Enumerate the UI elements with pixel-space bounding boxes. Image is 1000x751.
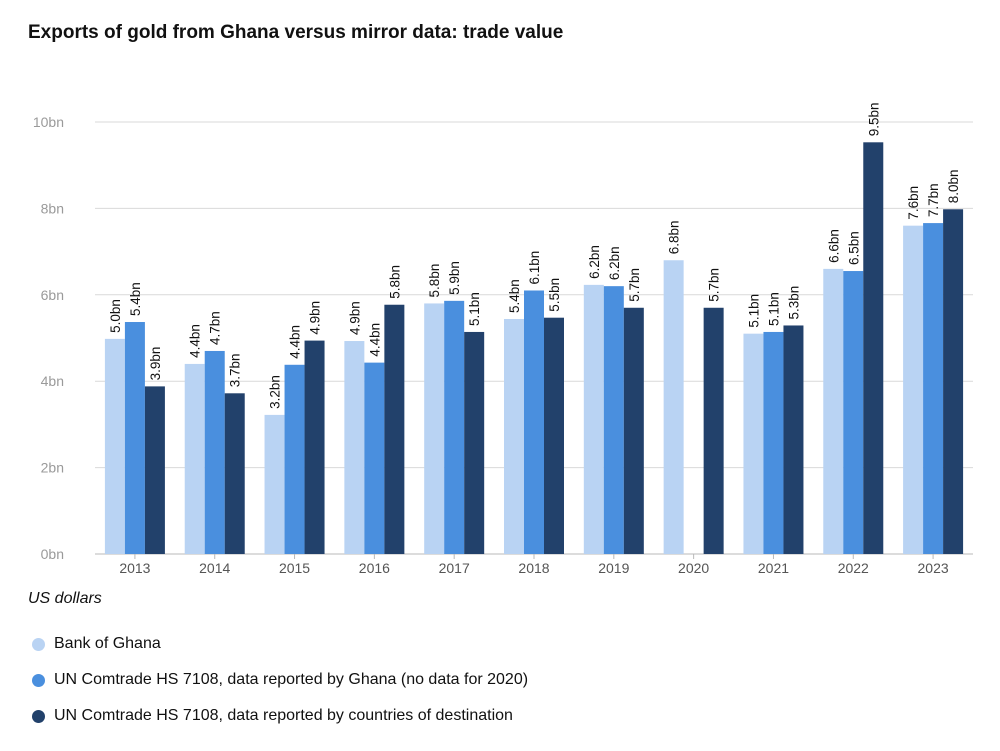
data-label: 4.4bn: [188, 324, 203, 358]
bar: [863, 142, 884, 554]
legend-label: UN Comtrade HS 7108, data reported by Gh…: [54, 671, 529, 688]
y-tick-label: 8bn: [41, 200, 64, 216]
data-label: 8.0bn: [946, 169, 961, 203]
legend-swatch-icon: [32, 637, 45, 651]
chart-title: Exports of gold from Ghana versus mirror…: [28, 22, 564, 43]
bar: [783, 325, 804, 554]
data-label: 7.6bn: [906, 186, 921, 220]
data-label: 3.9bn: [148, 347, 163, 381]
bar: [823, 268, 844, 554]
data-label: 5.0bn: [108, 299, 123, 333]
data-label: 5.8bn: [387, 265, 402, 299]
data-label: 4.4bn: [288, 325, 303, 359]
y-tick-label: 2bn: [41, 460, 64, 476]
bar: [623, 307, 644, 554]
data-label: 6.1bn: [527, 251, 542, 285]
bar: [743, 333, 764, 554]
data-label: 5.3bn: [786, 286, 801, 320]
data-label: 4.9bn: [347, 301, 362, 335]
x-tick-label: 2020: [678, 560, 709, 576]
x-tick-label: 2017: [439, 560, 470, 576]
bar: [204, 350, 225, 554]
data-label: 5.7bn: [707, 268, 722, 302]
data-label: 5.5bn: [547, 278, 562, 312]
legend-label: UN Comtrade HS 7108, data reported by co…: [54, 707, 513, 724]
data-label: 6.6bn: [826, 229, 841, 263]
bar: [184, 363, 205, 554]
bar: [583, 284, 604, 554]
y-tick-label: 6bn: [41, 287, 64, 303]
data-label: 7.7bn: [926, 183, 941, 217]
bar: [903, 225, 924, 554]
bar: [364, 362, 385, 554]
bar: [144, 386, 165, 554]
data-label: 5.9bn: [447, 261, 462, 295]
data-label: 3.2bn: [268, 375, 283, 409]
data-label: 5.4bn: [507, 279, 522, 313]
x-tick-label: 2021: [758, 560, 789, 576]
data-label: 4.7bn: [208, 311, 223, 345]
bar: [304, 340, 325, 554]
bar: [384, 304, 405, 554]
data-label: 6.2bn: [607, 246, 622, 280]
x-tick-label: 2022: [838, 560, 869, 576]
bar: [424, 303, 445, 554]
bar: [943, 209, 964, 554]
legend-label: Bank of Ghana: [54, 635, 161, 652]
bar: [464, 331, 485, 554]
bar: [524, 290, 544, 554]
bar: [224, 393, 245, 554]
bar: [763, 331, 784, 554]
bar: [703, 307, 724, 554]
data-label: 6.2bn: [587, 245, 602, 279]
x-tick-label: 2013: [119, 560, 150, 576]
bar: [923, 223, 944, 554]
data-label: 4.9bn: [308, 301, 323, 335]
bar: [544, 317, 564, 554]
data-label: 5.4bn: [128, 282, 143, 316]
x-tick-label: 2018: [518, 560, 549, 576]
bar: [124, 322, 145, 554]
data-label: 5.7bn: [627, 268, 642, 302]
bar: [344, 341, 365, 554]
data-label: 6.5bn: [846, 231, 861, 265]
data-label: 9.5bn: [866, 103, 881, 137]
bar: [843, 271, 864, 554]
y-tick-label: 0bn: [41, 546, 64, 562]
bar: [284, 364, 305, 554]
legend-item-comtrade-ghana[interactable]: UN Comtrade HS 7108, data reported by Gh…: [30, 662, 528, 698]
data-label: 4.4bn: [367, 323, 382, 357]
data-label: 6.8bn: [667, 220, 682, 254]
data-label: 5.1bn: [766, 292, 781, 326]
x-tick-label: 2015: [279, 560, 310, 576]
x-tick-label: 2014: [199, 560, 230, 576]
y-tick-label: 10bn: [33, 114, 64, 130]
legend-item-comtrade-destination[interactable]: UN Comtrade HS 7108, data reported by co…: [30, 698, 528, 734]
x-tick-label: 2016: [359, 560, 390, 576]
data-label: 5.8bn: [427, 264, 442, 298]
bar: [603, 286, 624, 554]
bar: [504, 318, 524, 554]
unit-label: US dollars: [28, 590, 102, 607]
bar-chart: 0bn 2bn 4bn 6bn 8bn 10bn 2013 5.0bn 5.4bn 3.9bn 20…: [33, 103, 973, 576]
data-label: 3.7bn: [228, 353, 243, 387]
data-label: 5.1bn: [467, 292, 482, 326]
bar: [663, 260, 684, 554]
y-tick-label: 4bn: [41, 373, 64, 389]
bar: [444, 300, 465, 554]
x-tick-label: 2023: [918, 560, 949, 576]
legend: Bank of Ghana UN Comtrade HS 7108, data …: [30, 626, 528, 734]
legend-swatch-icon: [32, 709, 45, 723]
data-label: 5.1bn: [746, 294, 761, 328]
legend-swatch-icon: [32, 673, 45, 687]
x-tick-label: 2019: [598, 560, 629, 576]
bar: [104, 338, 125, 554]
bar: [264, 414, 285, 554]
legend-item-bank-of-ghana[interactable]: Bank of Ghana: [30, 626, 528, 662]
